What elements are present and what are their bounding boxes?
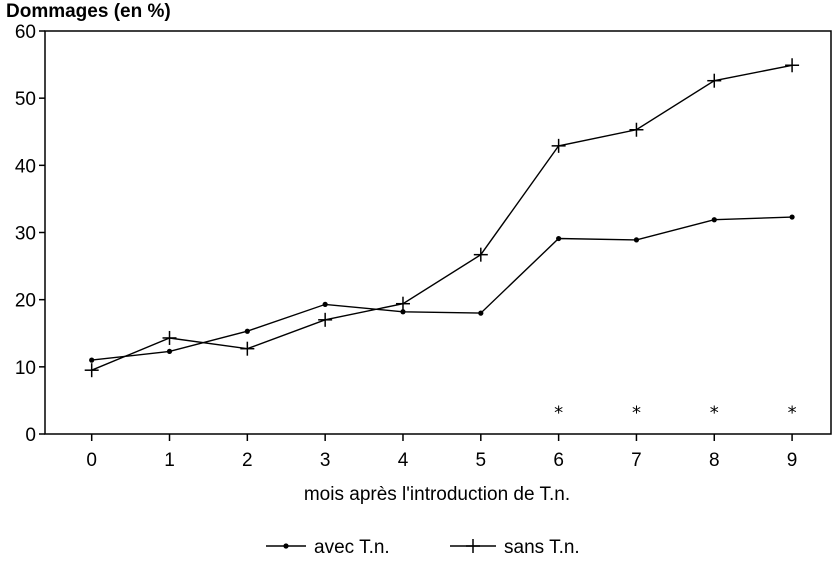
legend-marker <box>283 543 289 549</box>
data-point <box>707 73 722 88</box>
legend-label: avec T.n. <box>314 537 390 558</box>
data-point <box>395 296 410 311</box>
data-point <box>244 328 250 334</box>
y-tick-label: 0 <box>25 425 36 446</box>
x-tick-label: 7 <box>631 450 642 471</box>
x-tick-label: 1 <box>164 450 175 471</box>
chart-title: Dommages (en %) <box>6 1 171 22</box>
x-tick-label: 5 <box>476 450 487 471</box>
y-tick-label: 30 <box>15 224 36 245</box>
data-point <box>89 357 95 363</box>
y-tick-label: 50 <box>15 89 36 110</box>
data-point <box>322 301 328 307</box>
data-point <box>551 138 566 153</box>
data-point <box>162 330 177 345</box>
x-tick-label: 9 <box>787 450 798 471</box>
significance-star: * <box>632 402 641 423</box>
legend-marker <box>466 539 480 553</box>
data-point <box>400 309 406 315</box>
y-tick-label: 10 <box>15 358 36 379</box>
data-point <box>556 235 562 242</box>
data-point <box>166 348 173 354</box>
data-point <box>84 363 99 378</box>
x-tick-label: 6 <box>553 450 564 471</box>
series-layer <box>84 58 800 378</box>
y-tick-label: 60 <box>15 22 36 43</box>
legend: avec T.n. sans T.n. <box>266 537 580 558</box>
y-tick-label: 20 <box>15 291 36 312</box>
data-point <box>478 310 484 316</box>
series-line-sans <box>91 64 793 371</box>
x-axis-label: mois après l'introduction de T.n. <box>304 484 570 505</box>
x-tick-label: 4 <box>398 450 409 471</box>
y-tick-label: 40 <box>15 156 36 177</box>
legend-label: sans T.n. <box>504 537 580 558</box>
data-point <box>711 217 717 223</box>
data-point <box>240 341 255 356</box>
y-axis: 0 10 20 30 40 50 60 <box>15 22 45 446</box>
plot-frame <box>44 30 832 435</box>
data-point <box>629 122 644 137</box>
x-tick-label: 2 <box>242 450 253 471</box>
significance-star: * <box>788 402 797 423</box>
x-tick-label: 0 <box>86 450 97 471</box>
x-tick-label: 8 <box>709 450 720 471</box>
annotation-layer: * * * * <box>554 402 796 423</box>
series-line-avec <box>91 216 793 361</box>
data-point <box>318 312 333 327</box>
significance-star: * <box>710 402 719 423</box>
data-point <box>789 214 795 220</box>
data-point <box>785 58 800 73</box>
data-point <box>633 237 640 243</box>
significance-star: * <box>554 402 563 423</box>
data-point <box>473 247 488 262</box>
x-tick-label: 3 <box>320 450 331 471</box>
x-axis: 0 1 2 3 4 5 6 7 8 9 <box>86 434 797 471</box>
